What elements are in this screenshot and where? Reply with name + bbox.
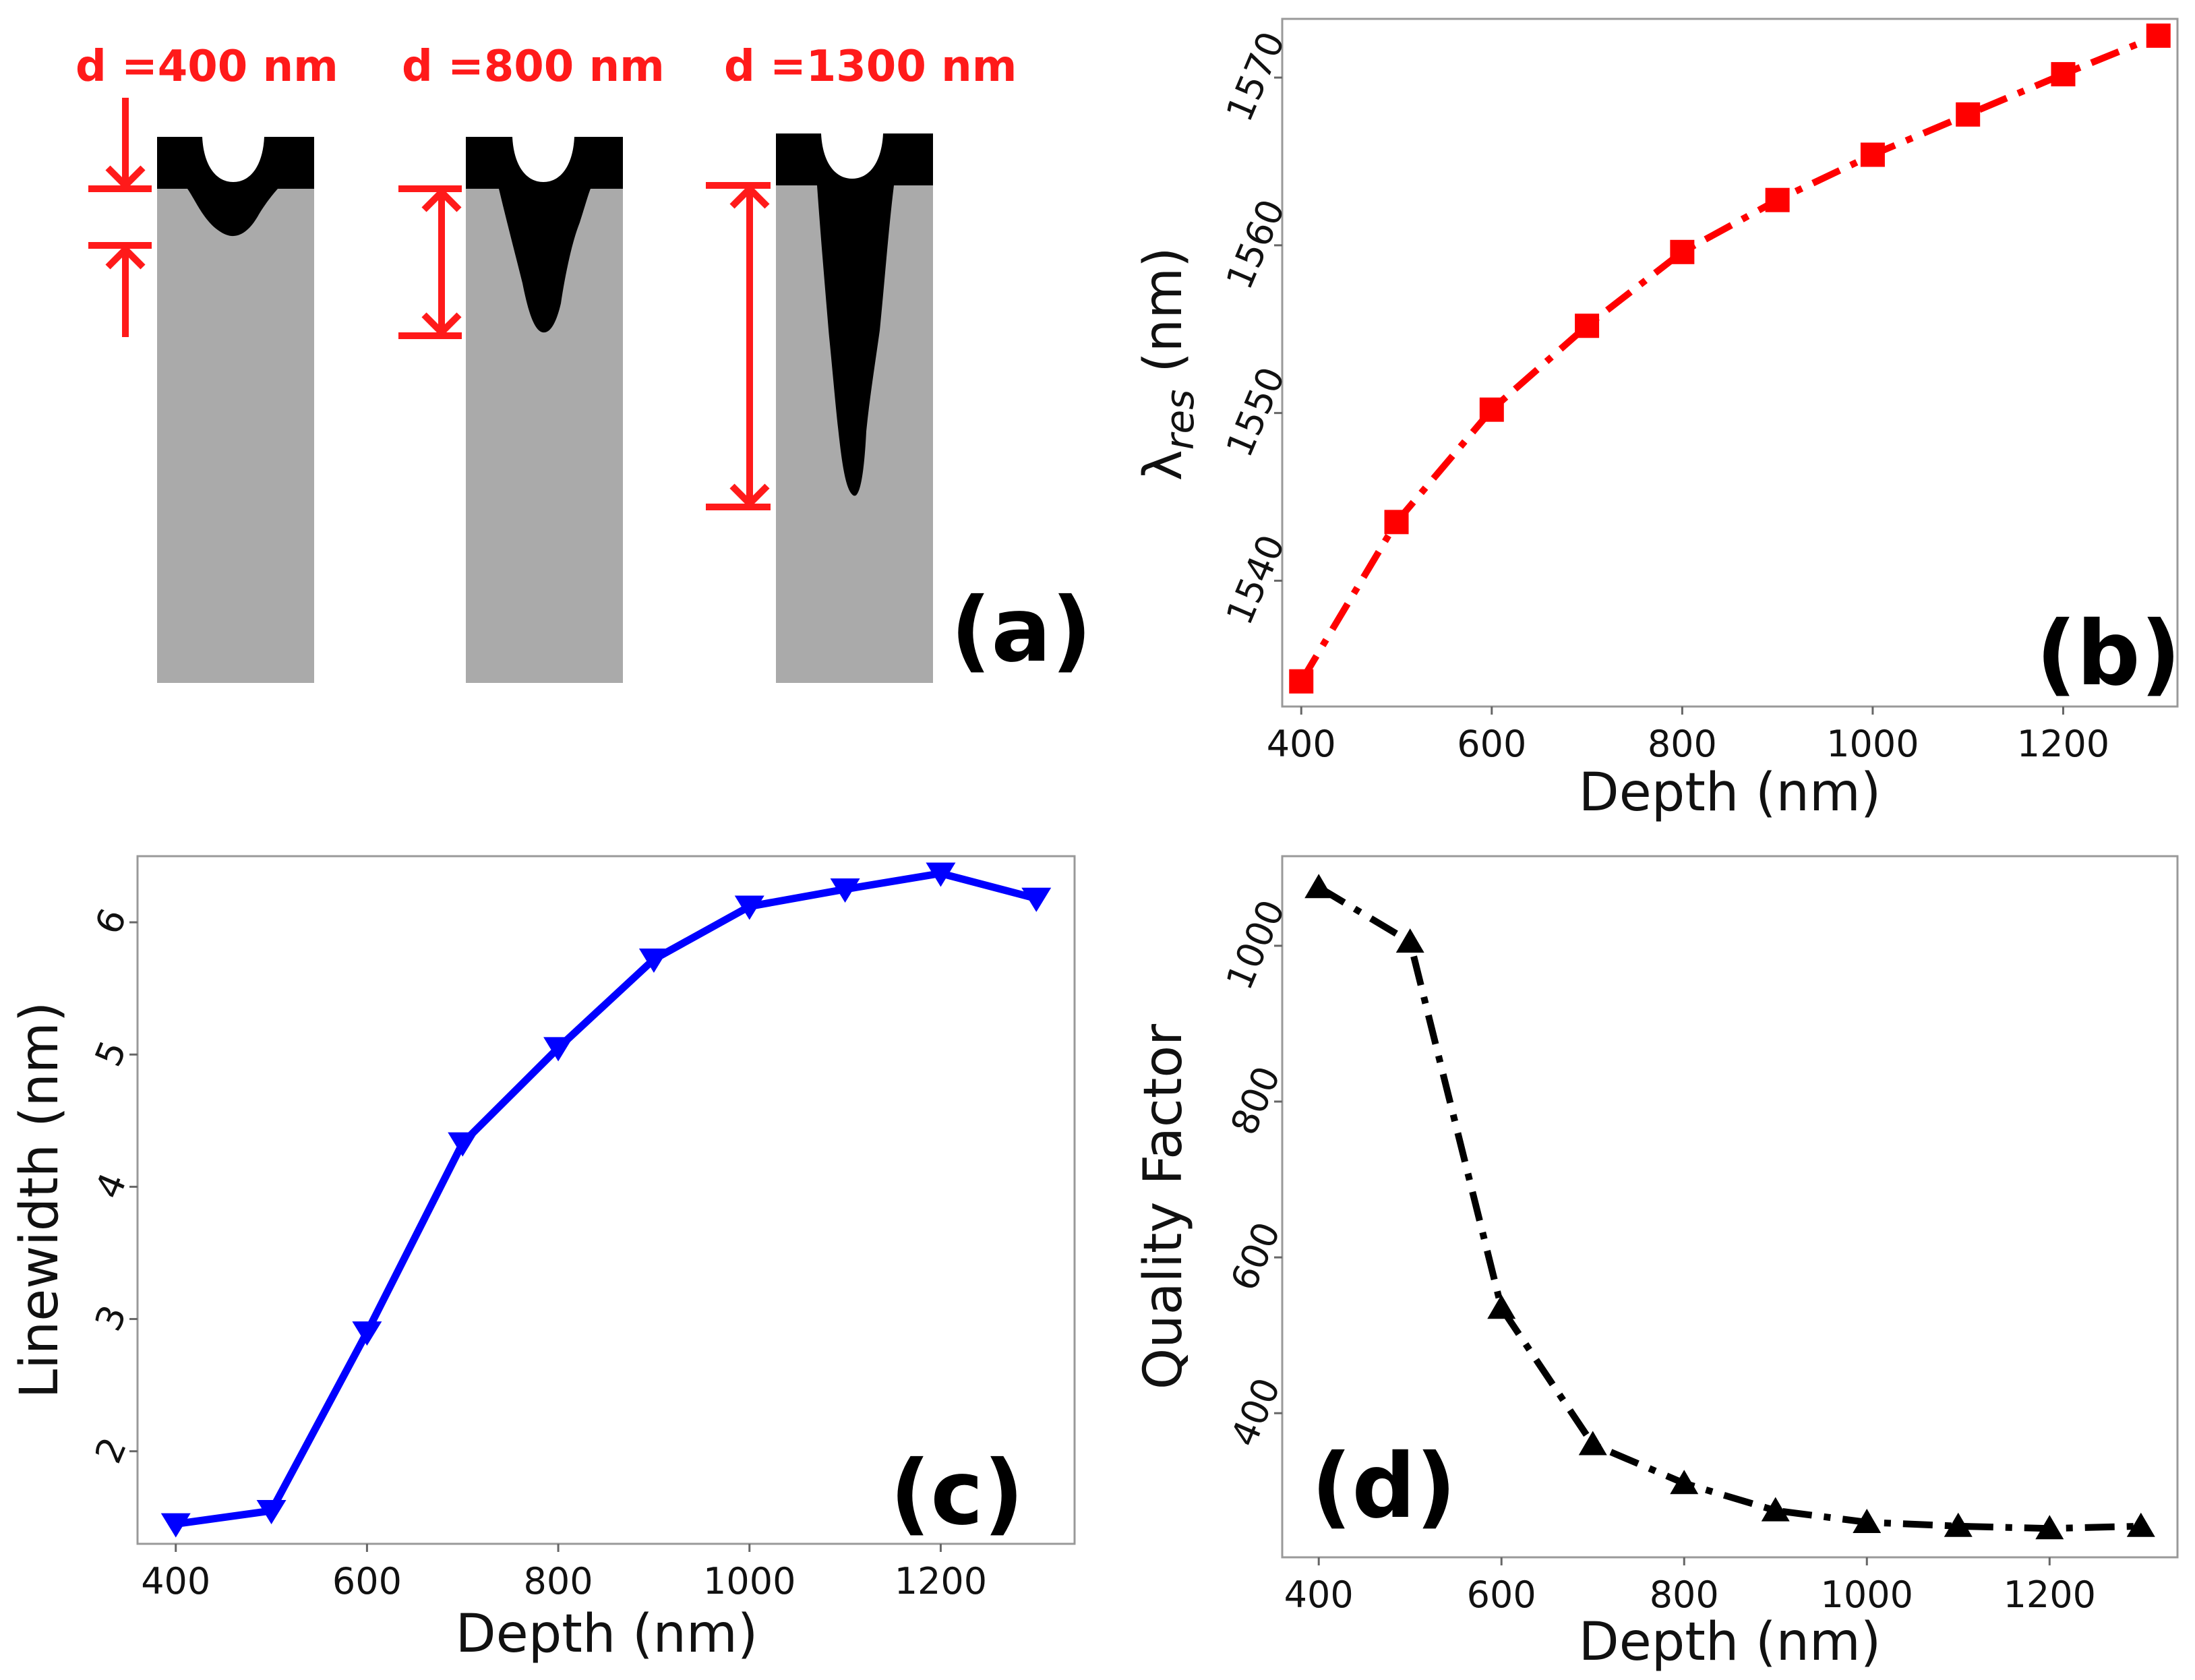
x-tick-label: 800 [524,1560,593,1602]
y-tick-label: 800 [1222,1060,1288,1141]
panel-label-b: (b) [2036,602,2181,706]
x-tick-label: 800 [1650,1573,1719,1616]
structure-d400 [157,137,314,683]
y-tick-label: 6 [87,902,135,940]
depth-label-800: d =800 nm [402,42,665,92]
data-point [1956,102,1981,127]
x-axis-label-d: Depth (nm) [1579,1612,1882,1673]
data-point [734,895,764,920]
data-point [830,878,860,903]
data-point [638,949,669,973]
x-tick-label: 1200 [2004,1573,2096,1616]
x-tick-label: 1000 [1826,723,1919,765]
data-point [256,1499,287,1524]
series-line-b [1298,32,2160,684]
dim-arrow-head [729,483,770,509]
data-point [1487,1294,1516,1319]
y-tick-label: 5 [87,1035,135,1073]
panel-label-a: (a) [951,578,1092,682]
data-point [1575,313,1600,338]
data-point [1761,1497,1790,1522]
data-point [1853,1509,1882,1533]
dim-arrow-head [729,183,770,209]
y-tick-label: 600 [1222,1216,1288,1297]
data-point [1860,142,1885,167]
series-b [1289,23,2171,694]
y-tick-label: 4 [87,1167,135,1205]
depth-markers [88,98,771,510]
data-point [1578,1431,1607,1456]
x-tick-label: 1200 [2017,723,2109,765]
data-point [1395,928,1424,953]
data-point [1479,397,1504,422]
plot-frame-b [1281,18,2179,708]
x-tick-label: 1000 [703,1560,795,1602]
dim-arrow-head [421,312,462,338]
y-axis-label-b: λres (nm) [1133,247,1203,481]
series-line-d [1317,884,2141,1532]
x-tick-label: 1000 [1821,1573,1913,1616]
surface-notch [821,133,883,179]
panel-label-c: (c) [890,1441,1024,1545]
data-point [1670,239,1695,264]
x-tick-label: 600 [332,1560,402,1602]
y-axis-label-c: Linewidth (nm) [9,1002,70,1399]
data-point [2051,62,2076,87]
y-tick-label: 3 [87,1299,135,1337]
etched-cavity [817,185,894,496]
series-c [160,862,1052,1538]
axis-ticks-c: 400 600 800 1000 1200 2 3 4 5 6 [87,902,987,1602]
dim-arrow-head [105,165,146,191]
series-d [1304,874,2155,1540]
data-point [1021,887,1052,912]
depth-label-400: d =400 nm [76,42,338,92]
etched-cavity [499,189,591,333]
data-point [448,1132,478,1157]
data-point [1670,1470,1699,1495]
x-tick-label: 1200 [895,1560,987,1602]
data-point [160,1513,191,1538]
y-axis-label-d: Quality Factor [1133,1023,1194,1389]
structure-d800 [466,137,623,683]
series-line-c [175,870,1038,1528]
dim-arrow-head [421,187,462,212]
x-axis-label-c: Depth (nm) [456,1604,758,1664]
data-point [1765,187,1790,212]
data-point [1289,669,1314,694]
panel-label-d: (d) [1311,1435,1456,1538]
structure-d1300 [776,133,933,683]
etched-cavity [187,189,278,237]
y-tick-label: 400 [1222,1372,1288,1452]
x-tick-label: 800 [1648,723,1717,765]
data-point [1384,510,1409,535]
data-point [2126,1512,2155,1537]
depth-label-1300: d =1300 nm [724,42,1017,92]
plot-frame-c [136,855,1076,1545]
surface-notch [202,137,264,182]
surface-notch [512,137,574,182]
panel-a: d =400 nm d =800 nm d =1300 nm (a) [76,42,1092,683]
y-tick-label: 2 [87,1431,135,1469]
data-point [543,1037,574,1062]
data-point [2146,23,2171,48]
x-tick-label: 400 [1267,723,1336,765]
x-tick-label: 600 [1457,723,1526,765]
plot-frame-d [1281,855,2179,1559]
dim-arrow-head [105,244,146,270]
data-point [926,862,956,887]
x-tick-label: 400 [141,1560,210,1602]
x-tick-label: 600 [1467,1573,1536,1616]
panel-c: 400 600 800 1000 1200 2 3 4 5 6 Depth (nm) Linewi… [9,855,1076,1664]
data-point [352,1321,382,1346]
x-axis-label-b: Depth (nm) [1579,762,1882,823]
x-tick-label: 400 [1284,1573,1354,1616]
data-point [1304,874,1333,899]
data-point [2035,1515,2064,1540]
data-point [1944,1512,1973,1537]
